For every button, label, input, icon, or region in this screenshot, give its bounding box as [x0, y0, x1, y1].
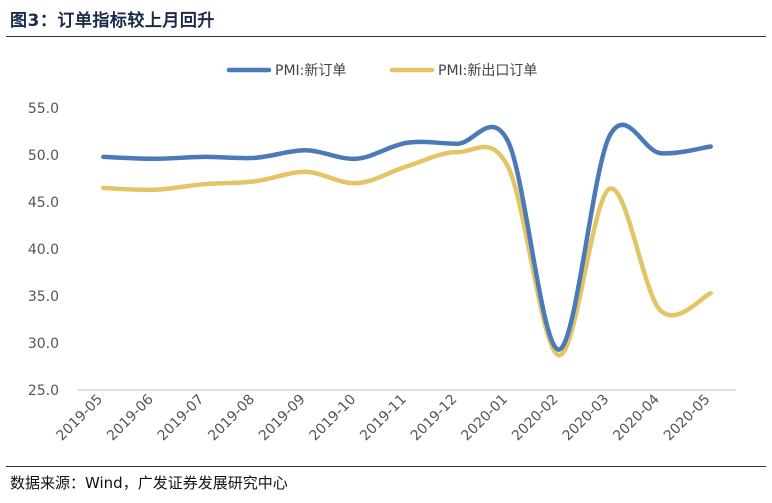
top-rule — [6, 36, 766, 37]
legend-label: PMI:新订单 — [275, 63, 346, 79]
data-source: 数据来源：Wind，广发证券发展研究中心 — [10, 474, 288, 492]
x-tick-label: 2020-02 — [509, 392, 562, 445]
y-tick-label: 45.0 — [28, 195, 59, 211]
line-chart: PMI:新订单 PMI:新出口订单 55.0 50.0 45.0 40.0 35.0 30.… — [28, 63, 736, 444]
figure-title: 图3：订单指标较上月回升 — [10, 11, 215, 31]
x-axis: 2019-052019-062019-072019-082019-092019-… — [53, 391, 713, 444]
x-tick-label: 2020-05 — [661, 392, 714, 445]
x-tick-label: 2019-05 — [53, 392, 106, 445]
y-axis: 55.0 50.0 45.0 40.0 35.0 30.0 25.0 — [28, 101, 59, 399]
x-tick-label: 2020-01 — [458, 392, 511, 445]
series-line — [101, 122, 713, 352]
x-tick-label: 2020-04 — [610, 391, 663, 444]
x-tick-label: 2019-10 — [307, 392, 360, 445]
y-tick-label: 35.0 — [28, 289, 59, 305]
bottom-rule — [6, 466, 766, 467]
x-tick-label: 2019-08 — [205, 392, 258, 445]
series-line — [101, 144, 713, 358]
x-tick-label: 2019-09 — [256, 392, 309, 445]
x-tick-label: 2019-07 — [155, 392, 208, 445]
legend: PMI:新订单 PMI:新出口订单 — [226, 63, 537, 79]
y-tick-label: 30.0 — [28, 336, 59, 352]
x-tick-label: 2019-12 — [408, 392, 461, 445]
y-tick-label: 55.0 — [28, 101, 59, 117]
y-tick-label: 25.0 — [28, 383, 59, 399]
x-tick-label: 2019-06 — [104, 391, 157, 444]
x-tick-label: 2020-03 — [560, 392, 613, 445]
series-lines — [101, 122, 713, 358]
y-tick-label: 50.0 — [28, 148, 59, 164]
x-tick-label: 2019-11 — [357, 392, 410, 445]
y-tick-label: 40.0 — [28, 242, 59, 258]
legend-label: PMI:新出口订单 — [438, 63, 537, 79]
